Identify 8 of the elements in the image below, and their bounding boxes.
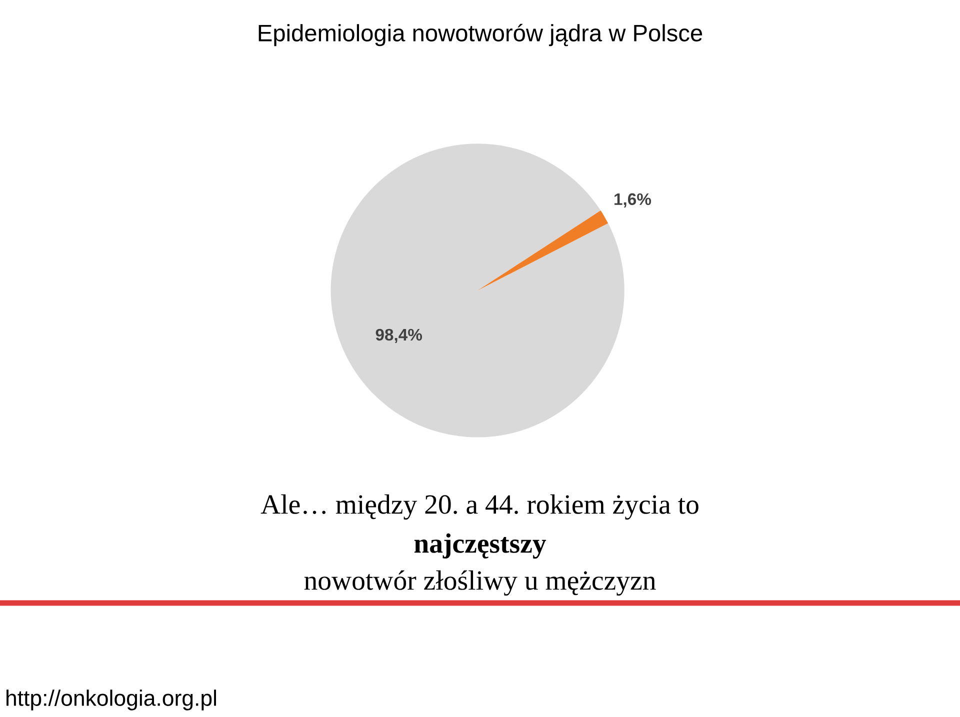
pie-slice xyxy=(478,210,608,290)
text: nowotwór złośliwy u mężczyzn xyxy=(304,570,656,596)
text: Ale… między 20. a 44. rokiem życia to xyxy=(260,494,698,520)
text: najczęstszy xyxy=(414,533,546,559)
text: http://onkologia.org.pl xyxy=(6,690,216,710)
data-label: 98,4% xyxy=(376,328,422,344)
chart-title: Epidemiologia nowotworów jądra w Polsce xyxy=(258,24,702,46)
data-label: 1,6% xyxy=(614,193,652,208)
